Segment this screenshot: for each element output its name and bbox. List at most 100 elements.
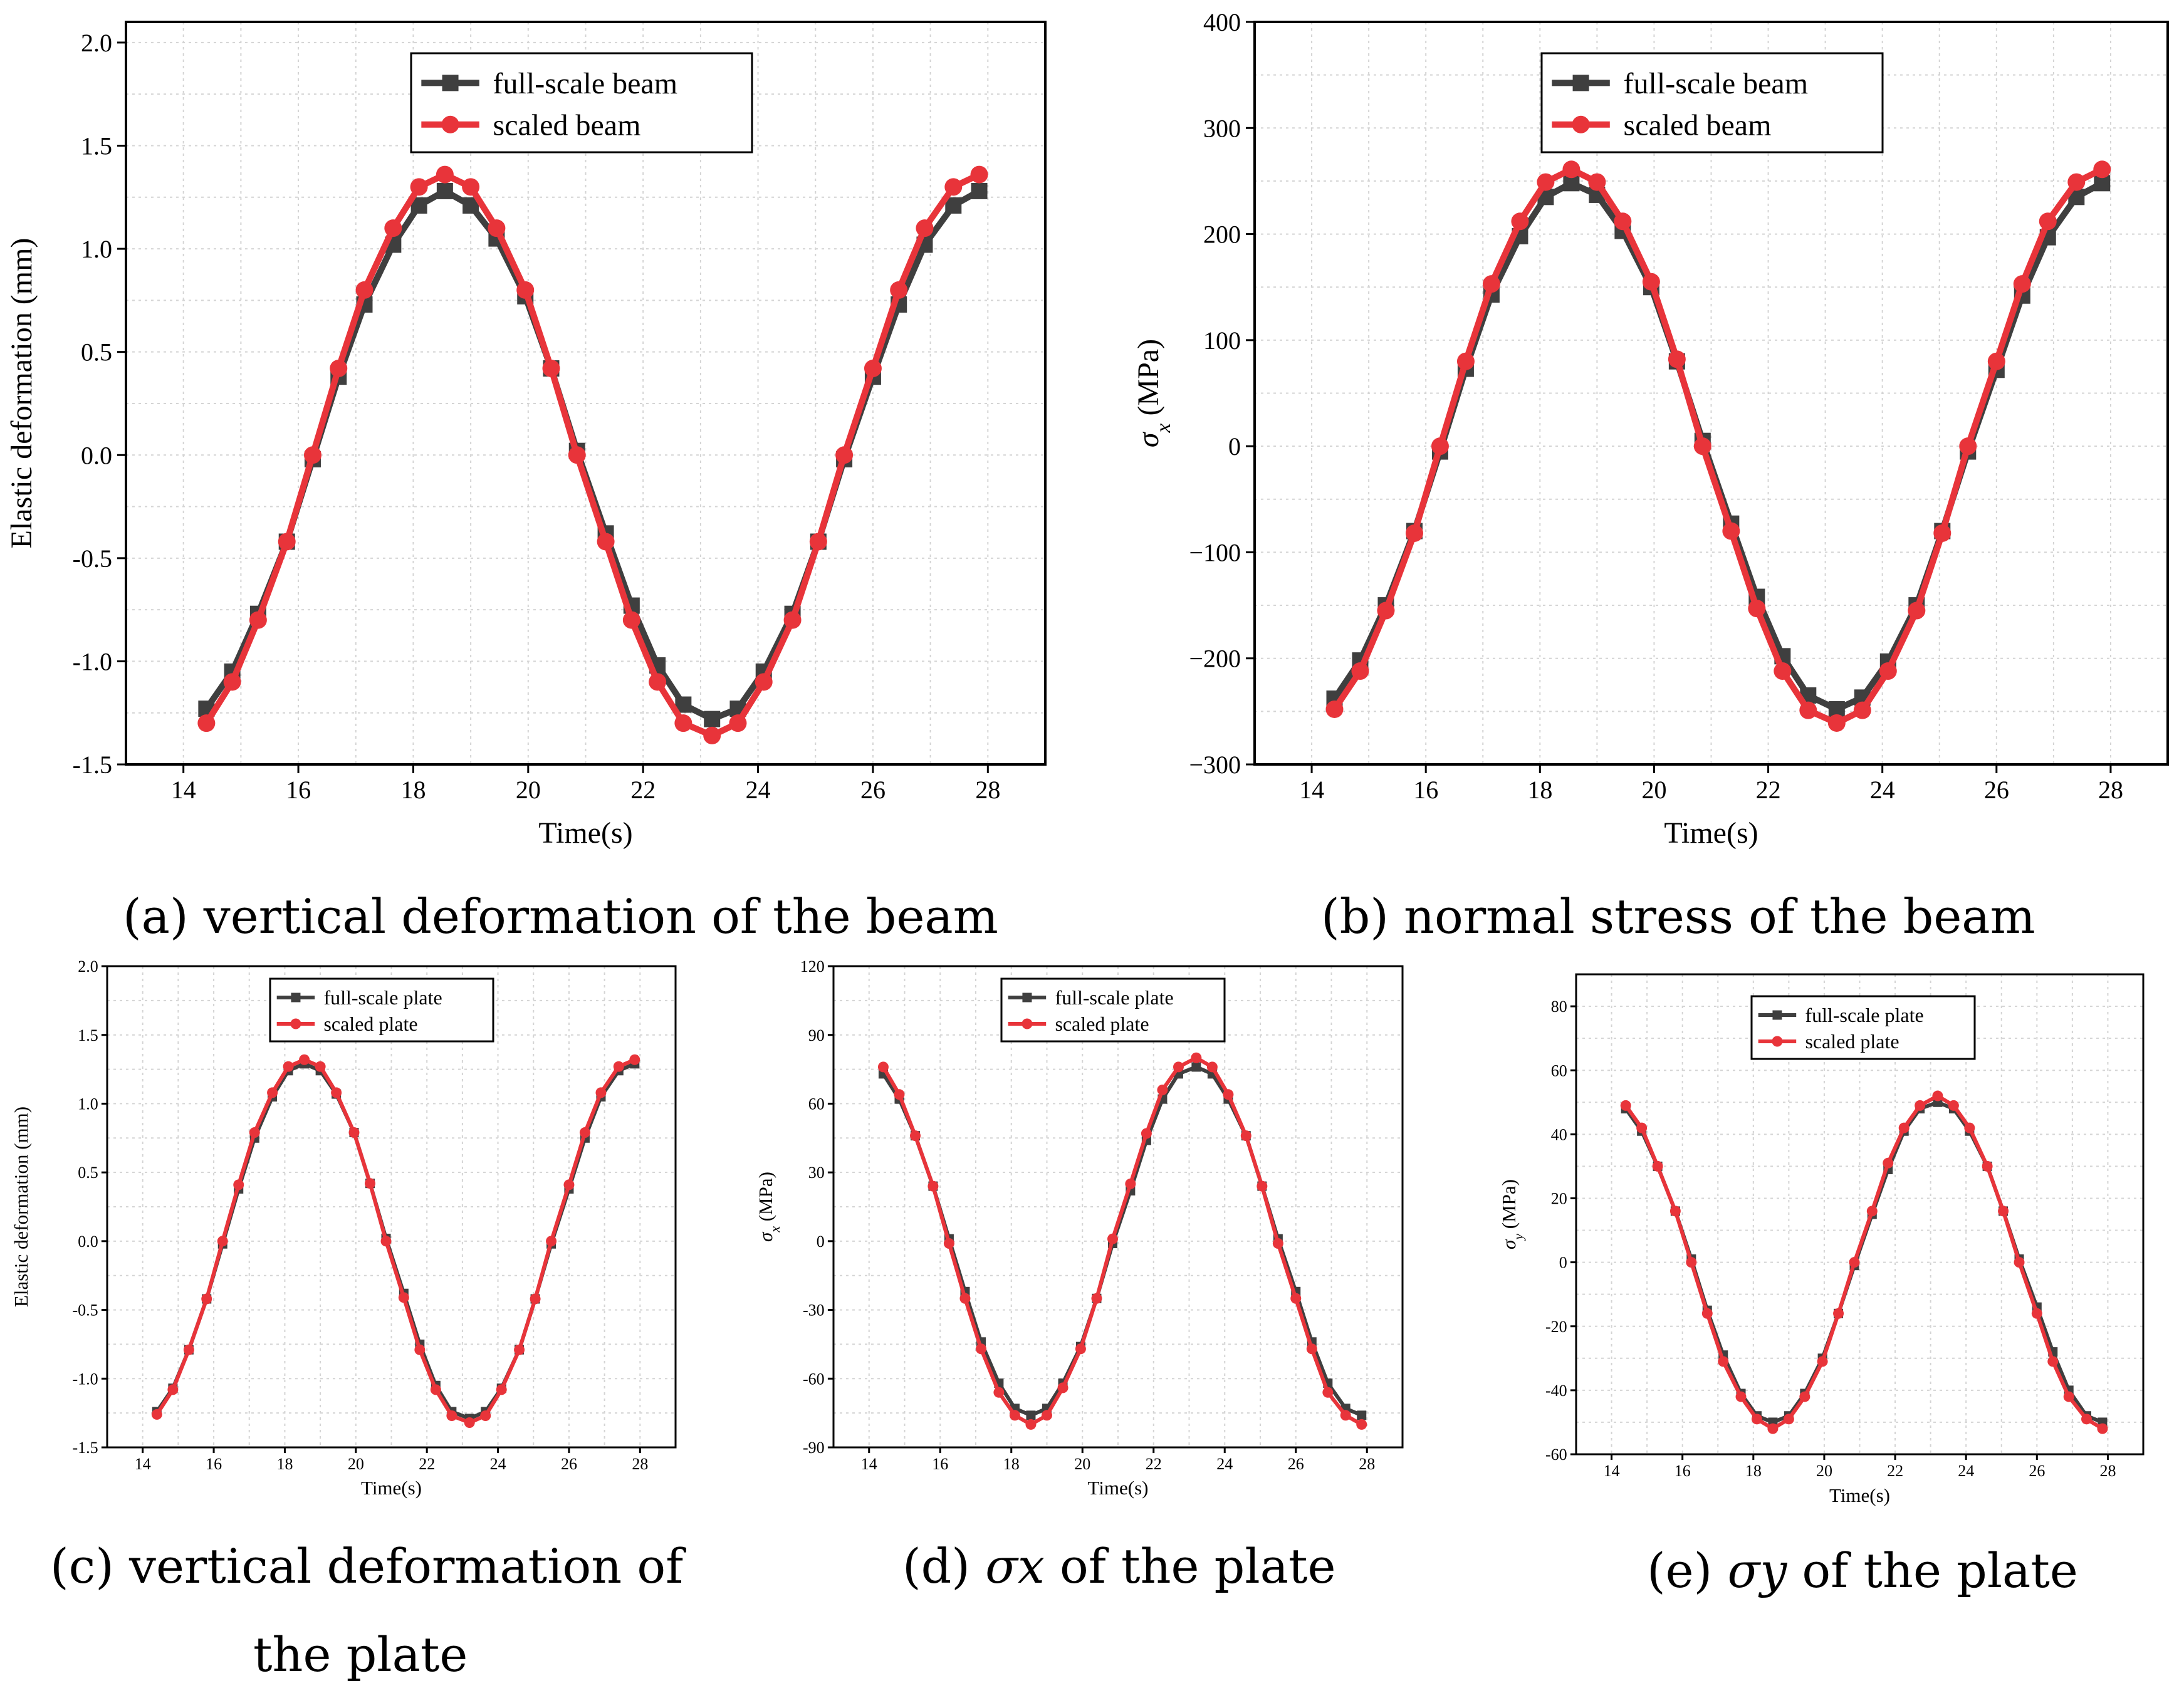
- legend: full-scale beam scaled beam: [1540, 52, 1884, 154]
- y-tick-label: 0.5: [81, 338, 112, 367]
- data-point: [563, 1179, 575, 1190]
- y-tick-label: -1.5: [73, 751, 112, 779]
- data-point: [197, 714, 216, 732]
- x-tick-label: 28: [2098, 776, 2123, 804]
- x-tick-label: 18: [1745, 1462, 1762, 1480]
- data-point: [1799, 1391, 1810, 1402]
- y-tick-label: -60: [1545, 1446, 1567, 1464]
- y-tick-label: -1.0: [73, 647, 112, 675]
- caption-d-prefix: (d): [902, 1538, 986, 1594]
- data-point: [315, 1061, 326, 1072]
- data-point: [436, 182, 453, 199]
- x-tick-label: 22: [630, 776, 656, 804]
- caption-e-symbol: σy: [1727, 1543, 1787, 1598]
- y-tick-label: -0.5: [73, 1301, 98, 1320]
- legend-label: full-scale plate: [1805, 1004, 1923, 1026]
- legend-box: [1540, 52, 1884, 154]
- data-point: [267, 1087, 278, 1098]
- x-tick-label: 22: [1887, 1462, 1903, 1480]
- legend-marker: [1572, 115, 1590, 133]
- y-tick-label: 30: [808, 1164, 825, 1182]
- data-point: [1669, 1206, 1681, 1217]
- x-tick-label: 22: [1146, 1455, 1162, 1473]
- series-scaled: [151, 1054, 640, 1429]
- y-tick-label: 80: [1551, 998, 1567, 1016]
- legend-box: [1000, 977, 1226, 1043]
- data-point: [916, 219, 934, 237]
- y-tick-label: 2.0: [78, 957, 98, 976]
- x-tick-label: 26: [2029, 1462, 2045, 1480]
- data-point: [1357, 1410, 1367, 1420]
- data-point: [1933, 524, 1951, 542]
- y-tick-label: -1.5: [73, 1439, 98, 1457]
- y-axis-title: σx (MPa): [755, 1172, 783, 1242]
- data-point: [1614, 212, 1632, 231]
- y-tick-label: 90: [808, 1026, 825, 1044]
- y-tick-label: −100: [1189, 538, 1241, 566]
- data-point: [1652, 1160, 1663, 1172]
- x-tick-label: 20: [348, 1455, 364, 1473]
- data-point: [1075, 1343, 1086, 1355]
- data-point: [1948, 1100, 1959, 1111]
- x-tick-label: 26: [860, 776, 886, 804]
- data-point: [1191, 1052, 1202, 1063]
- x-tick-label: 18: [1003, 1455, 1020, 1473]
- axes-frame: [106, 965, 677, 1449]
- data-point: [1377, 602, 1395, 620]
- y-axis-title: σy (MPa): [1498, 1179, 1526, 1249]
- caption-d-symbol: σx: [985, 1538, 1045, 1594]
- data-point: [1827, 714, 1846, 732]
- data-point: [864, 360, 882, 377]
- chart-b: 14 16 18 20 22 24 26 28 −300 −200 −100 0 100 200 300 40…: [1132, 8, 2169, 850]
- x-tick-label: 18: [400, 776, 426, 804]
- y-tick-label: 0.0: [81, 441, 112, 469]
- x-ticks: 14 16 18 20 22 24 26 28: [135, 1447, 648, 1473]
- data-point: [1091, 1293, 1102, 1304]
- y-tick-label: -60: [803, 1370, 825, 1388]
- data-point: [944, 178, 963, 196]
- data-point: [516, 281, 535, 299]
- data-point: [1915, 1100, 1926, 1111]
- x-tick-label: 24: [1216, 1455, 1233, 1473]
- data-point: [1290, 1293, 1302, 1304]
- data-point: [278, 533, 296, 551]
- y-tick-label: 40: [1551, 1125, 1567, 1143]
- data-point: [1322, 1387, 1334, 1398]
- legend-label: full-scale plate: [1055, 986, 1173, 1009]
- legend: full-scale plate scaled plate: [269, 977, 494, 1043]
- data-point: [613, 1061, 624, 1072]
- y-tick-label: 1.0: [81, 235, 112, 263]
- data-point: [488, 219, 506, 237]
- y-tick-label: 0.5: [78, 1164, 98, 1182]
- data-point: [1932, 1090, 1943, 1102]
- x-tick-label: 18: [276, 1455, 293, 1473]
- y-tick-label: 60: [1551, 1061, 1567, 1080]
- data-point: [703, 726, 721, 744]
- legend-label: full-scale beam: [493, 67, 678, 100]
- x-axis-title: Time(s): [361, 1477, 422, 1499]
- gridlines: [833, 966, 1403, 1448]
- axes-frame: [832, 965, 1404, 1449]
- data-point: [1173, 1061, 1184, 1073]
- data-point: [1456, 352, 1475, 370]
- series-line: [1624, 1094, 2104, 1431]
- legend-marker: [1021, 1018, 1033, 1029]
- data-point: [1693, 437, 1711, 456]
- data-point: [1025, 1419, 1037, 1430]
- data-point: [1340, 1410, 1351, 1421]
- x-tick-label: 14: [861, 1455, 877, 1473]
- data-point: [1562, 160, 1581, 179]
- data-point: [2031, 1308, 2042, 1319]
- data-point: [299, 1054, 310, 1065]
- y-tick-label: 120: [800, 957, 825, 976]
- y-ticks: -1.5 -1.0 -0.5 0.0 0.5 1.0 1.5 2.0: [73, 29, 126, 779]
- series-scaled: [1620, 1090, 2108, 1434]
- data-point: [1240, 1130, 1251, 1142]
- y-tick-label: -0.5: [73, 544, 112, 573]
- data-point: [877, 1061, 889, 1073]
- legend: full-scale beam scaled beam: [410, 52, 753, 154]
- data-point: [348, 1127, 360, 1138]
- x-tick-label: 14: [1604, 1462, 1620, 1480]
- legend-label: full-scale beam: [1624, 67, 1809, 100]
